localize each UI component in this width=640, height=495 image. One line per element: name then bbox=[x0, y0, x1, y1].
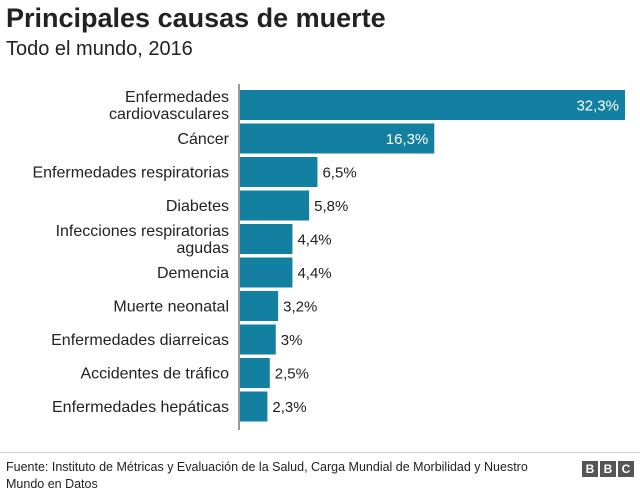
source-note: Fuente: Instituto de Métricas y Evaluaci… bbox=[6, 460, 528, 491]
bar bbox=[240, 324, 276, 355]
value-label: 2,5% bbox=[275, 366, 309, 383]
category-label: Muerte neonatal bbox=[113, 299, 229, 316]
value-label: 4,4% bbox=[297, 265, 331, 282]
value-label: 32,3% bbox=[576, 98, 619, 115]
value-label: 16,3% bbox=[386, 131, 429, 148]
bar bbox=[240, 157, 318, 187]
value-label: 5,8% bbox=[314, 198, 348, 215]
category-label: Cáncer bbox=[177, 131, 229, 148]
category-label: Accidentes de tráfico bbox=[80, 366, 229, 383]
category-label: Enfermedades respiratorias bbox=[32, 165, 229, 182]
bar bbox=[240, 358, 270, 388]
bar bbox=[240, 257, 293, 288]
category-label: Infecciones respiratorias bbox=[56, 223, 229, 240]
category-label: Diabetes bbox=[166, 198, 229, 215]
bar bbox=[240, 90, 625, 120]
chart-title: Principales causas de muerte bbox=[6, 3, 386, 33]
bar bbox=[240, 190, 310, 221]
bbc-logo-block: B bbox=[600, 461, 616, 477]
category-label: Enfermedades hepáticas bbox=[52, 399, 229, 416]
value-label: 6,5% bbox=[322, 165, 356, 182]
bbc-logo-block: C bbox=[618, 461, 634, 477]
bar bbox=[240, 224, 293, 254]
category-label: Demencia bbox=[157, 265, 229, 282]
value-label: 3% bbox=[281, 332, 303, 349]
bbc-logo-block: B bbox=[582, 461, 598, 477]
bar bbox=[240, 123, 435, 154]
chart-subtitle: Todo el mundo, 2016 bbox=[6, 38, 193, 60]
footer-divider bbox=[0, 452, 640, 453]
category-label: cardiovasculares bbox=[109, 106, 229, 123]
category-label: agudas bbox=[177, 240, 230, 257]
bar bbox=[240, 291, 279, 321]
bar bbox=[240, 391, 268, 422]
category-label: Enfermedades diarreicas bbox=[51, 332, 229, 349]
value-label: 4,4% bbox=[297, 232, 331, 249]
value-label: 2,3% bbox=[272, 399, 306, 416]
value-label: 3,2% bbox=[283, 299, 317, 316]
bbc-logo: B B C bbox=[582, 461, 634, 477]
category-label: Enfermedades bbox=[125, 89, 229, 106]
